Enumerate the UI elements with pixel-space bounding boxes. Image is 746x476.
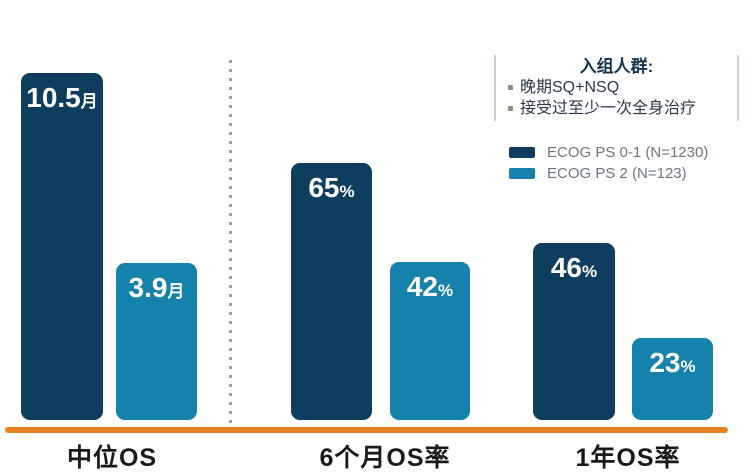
x-axis-baseline — [5, 427, 728, 433]
legend-row-ecog-ps-2: ECOG PS 2 (N=123) — [509, 163, 708, 184]
bar-median-os-ecog-2: 3.9月 — [116, 263, 197, 420]
legend-row-ecog-ps-0-1: ECOG PS 0-1 (N=1230) — [509, 142, 708, 163]
info-box-title: 入组人群: — [579, 57, 654, 76]
group-divider-dotted-line — [229, 60, 232, 426]
bar-value-label: 23% — [649, 347, 696, 378]
category-label-6month-os-rate: 6个月OS率 — [319, 444, 451, 472]
category-label-1year-os-rate: 1年OS率 — [575, 444, 681, 472]
info-bullet-text: 晚期SQ+NSQ — [520, 79, 620, 96]
info-bullet-item: 接受过至少一次全身治疗 — [506, 98, 737, 119]
bar-1year-os-ecog-2: 23% — [632, 338, 713, 420]
bar-6month-os-ecog-0-1: 65% — [291, 163, 372, 420]
bar-value-label: 10.5月 — [26, 82, 98, 113]
legend-swatch-series1-icon — [509, 147, 535, 158]
bar-median-os-ecog-0-1: 10.5月 — [21, 73, 103, 420]
legend: ECOG PS 0-1 (N=1230) ECOG PS 2 (N=123) — [509, 142, 708, 184]
bullet-dot-icon — [508, 85, 513, 90]
info-box-bullet-list: 晚期SQ+NSQ 接受过至少一次全身治疗 — [496, 77, 737, 119]
category-label-median-os: 中位OS — [66, 444, 158, 472]
bar-value-label: 3.9月 — [128, 272, 185, 303]
enrollment-info-box: 入组人群: 晚期SQ+NSQ 接受过至少一次全身治疗 — [494, 55, 739, 121]
bar-6month-os-ecog-2: 42% — [390, 262, 470, 420]
bar-value-label: 46% — [550, 252, 598, 283]
bullet-dot-icon — [508, 106, 513, 111]
bar-value-label: 42% — [406, 271, 454, 302]
legend-label-series1: ECOG PS 0-1 (N=1230) — [547, 144, 709, 161]
legend-label-series2: ECOG PS 2 (N=123) — [547, 165, 687, 182]
legend-swatch-series2-icon — [509, 168, 535, 179]
info-bullet-text: 接受过至少一次全身治疗 — [520, 100, 697, 117]
bar-value-label: 65% — [308, 172, 355, 203]
info-bullet-item: 晚期SQ+NSQ — [506, 77, 737, 98]
bar-1year-os-ecog-0-1: 46% — [533, 243, 615, 420]
